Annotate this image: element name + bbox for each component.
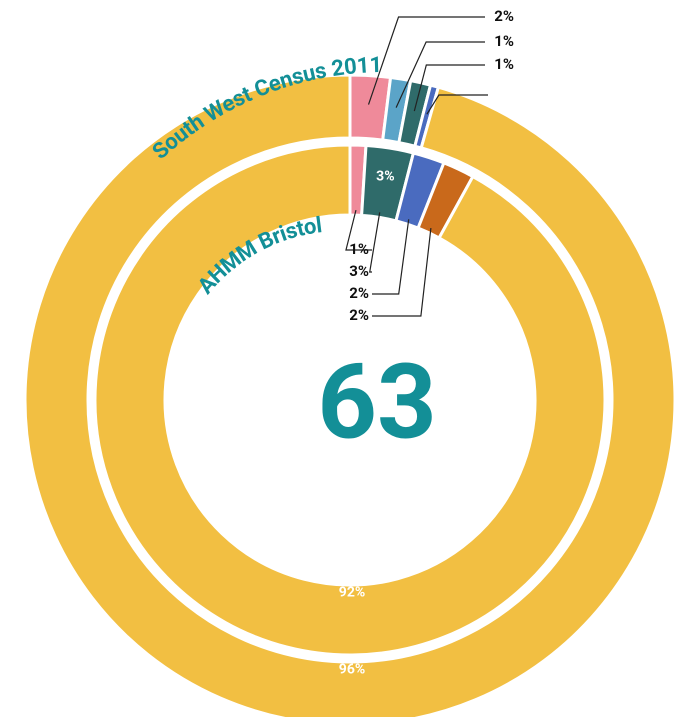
segment [93,143,607,657]
leader-line [372,219,410,295]
segment [23,73,677,717]
leader-line [426,94,488,115]
value-label: 92% [339,585,365,601]
ring-separator [90,140,610,660]
leader-line [367,16,485,105]
rings [23,73,677,717]
leader-line [413,64,485,112]
value-label: 1% [494,55,514,73]
value-label: 2% [494,7,514,25]
value-label: 96% [339,662,365,678]
leaders: 2% 1% 1% 96% 1% 3% 3% 2% 2% 92% [339,7,514,678]
value-label: 3% [376,168,394,184]
value-label: 2% [349,306,369,324]
value-label: 3% [349,262,369,280]
leader-line [345,209,372,251]
value-label: 2% [349,284,369,302]
center-value: 63 [317,342,436,463]
leader-line [372,228,432,317]
leader-line [369,212,381,273]
value-label: 1% [494,32,514,50]
value-label: 1% [349,240,369,258]
leader-line [395,41,485,108]
